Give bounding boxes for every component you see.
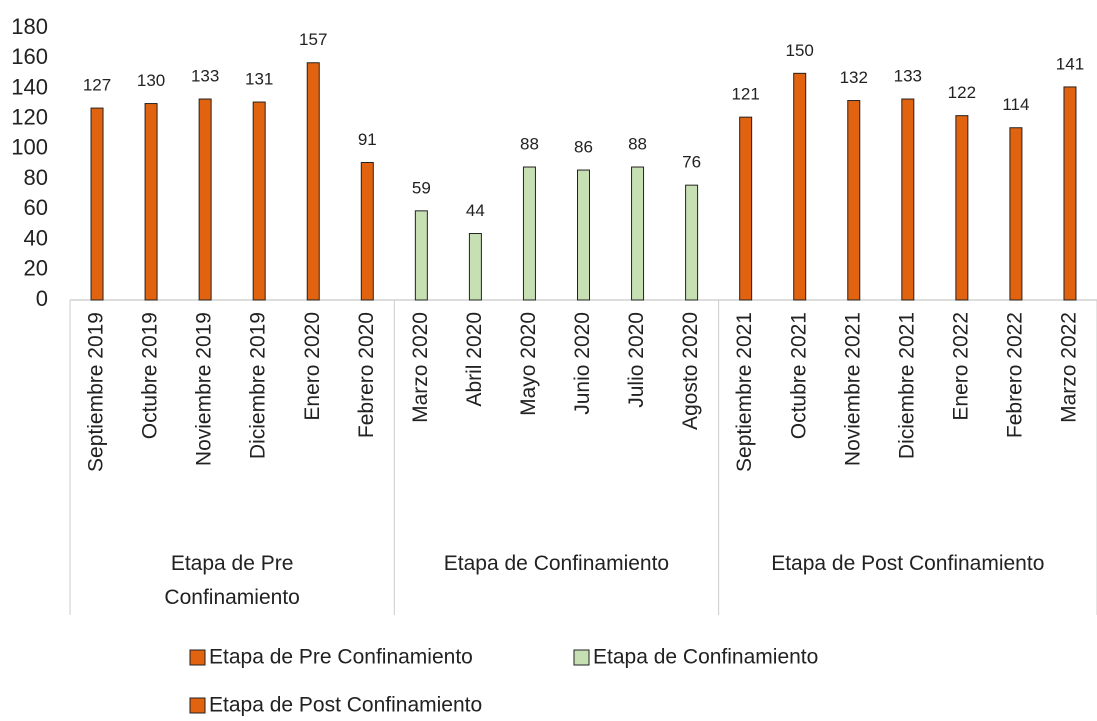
y-tick-label: 160 [11, 44, 48, 69]
y-tick-label: 0 [36, 286, 48, 311]
bar [414, 210, 428, 301]
legend-swatch [189, 649, 206, 666]
x-tick-label: Noviembre 2021 [841, 312, 864, 466]
x-tick-label: Septiembre 2021 [733, 312, 756, 472]
y-tick-label: 140 [11, 74, 48, 99]
x-tick-label: Marzo 2020 [409, 312, 432, 423]
legend-label: Etapa de Pre Confinamiento [209, 646, 473, 669]
y-tick-label: 40 [24, 225, 48, 250]
data-label: 114 [1002, 95, 1029, 114]
data-label: 133 [191, 67, 219, 86]
bar [631, 166, 645, 301]
x-tick-label: Agosto 2020 [679, 312, 702, 430]
x-tick-label: Julio 2020 [625, 312, 648, 408]
x-tick-label: Mayo 2020 [517, 312, 540, 416]
x-tick-label: Junio 2020 [571, 312, 594, 415]
x-tick-label: Noviembre 2019 [193, 312, 216, 466]
x-tick-label: Septiembre 2019 [85, 312, 108, 472]
group-label: Etapa de Confinamiento [443, 552, 670, 575]
bar [198, 98, 212, 301]
data-label: 59 [412, 178, 431, 197]
data-label: 130 [137, 71, 165, 90]
bar [522, 166, 536, 301]
group-label: Etapa de Post Confinamiento [771, 552, 1045, 575]
bar [955, 115, 969, 301]
data-label: 86 [574, 138, 593, 157]
bar [793, 72, 807, 301]
data-label: 150 [786, 41, 814, 60]
data-label: 121 [731, 85, 759, 104]
legend-swatch [189, 697, 206, 714]
y-tick-label: 80 [24, 165, 48, 190]
x-tick-label: Enero 2020 [301, 312, 324, 421]
legend-label: Etapa de Post Confinamiento [209, 694, 482, 717]
bar [1009, 127, 1023, 301]
data-label: 157 [299, 30, 327, 49]
bar [739, 116, 753, 301]
x-tick-label: Abril 2020 [463, 312, 486, 407]
data-label: 127 [83, 76, 111, 95]
data-label: 91 [358, 130, 377, 149]
group-label: Etapa de Pre Confinamiento [164, 552, 300, 609]
x-tick-label: Octubre 2021 [787, 312, 810, 439]
y-tick-label: 100 [11, 135, 48, 160]
data-label: 133 [894, 67, 922, 86]
x-tick-label: Octubre 2019 [139, 312, 162, 439]
data-label: 122 [948, 83, 976, 102]
data-label: 88 [520, 135, 539, 154]
y-tick-label: 120 [11, 104, 48, 129]
bar [360, 161, 374, 301]
bar [901, 98, 915, 301]
data-label: 88 [628, 135, 647, 154]
y-tick-label: 20 [24, 256, 48, 281]
bar [847, 100, 861, 301]
data-label: 141 [1056, 54, 1084, 73]
x-tick-label: Febrero 2020 [355, 312, 378, 438]
bar [577, 169, 590, 301]
x-tick-label: Diciembre 2019 [247, 312, 270, 459]
bar [468, 233, 482, 301]
bar [685, 184, 699, 301]
legend-swatch [573, 649, 590, 666]
bar [252, 101, 266, 301]
bar [144, 103, 158, 301]
data-label: 44 [466, 201, 485, 220]
y-tick-label: 180 [11, 14, 48, 39]
data-label: 76 [682, 153, 701, 172]
legend-label: Etapa de Confinamiento [593, 646, 818, 669]
x-tick-label: Marzo 2022 [1058, 312, 1081, 423]
y-tick-label: 60 [24, 195, 48, 220]
x-tick-label: Febrero 2022 [1003, 312, 1026, 438]
bar [90, 107, 104, 301]
x-tick-label: Enero 2022 [949, 312, 972, 421]
data-label: 132 [840, 68, 868, 87]
bar [306, 62, 320, 301]
data-label: 131 [245, 70, 273, 89]
x-tick-label: Diciembre 2021 [895, 312, 918, 459]
bar [1063, 86, 1077, 301]
